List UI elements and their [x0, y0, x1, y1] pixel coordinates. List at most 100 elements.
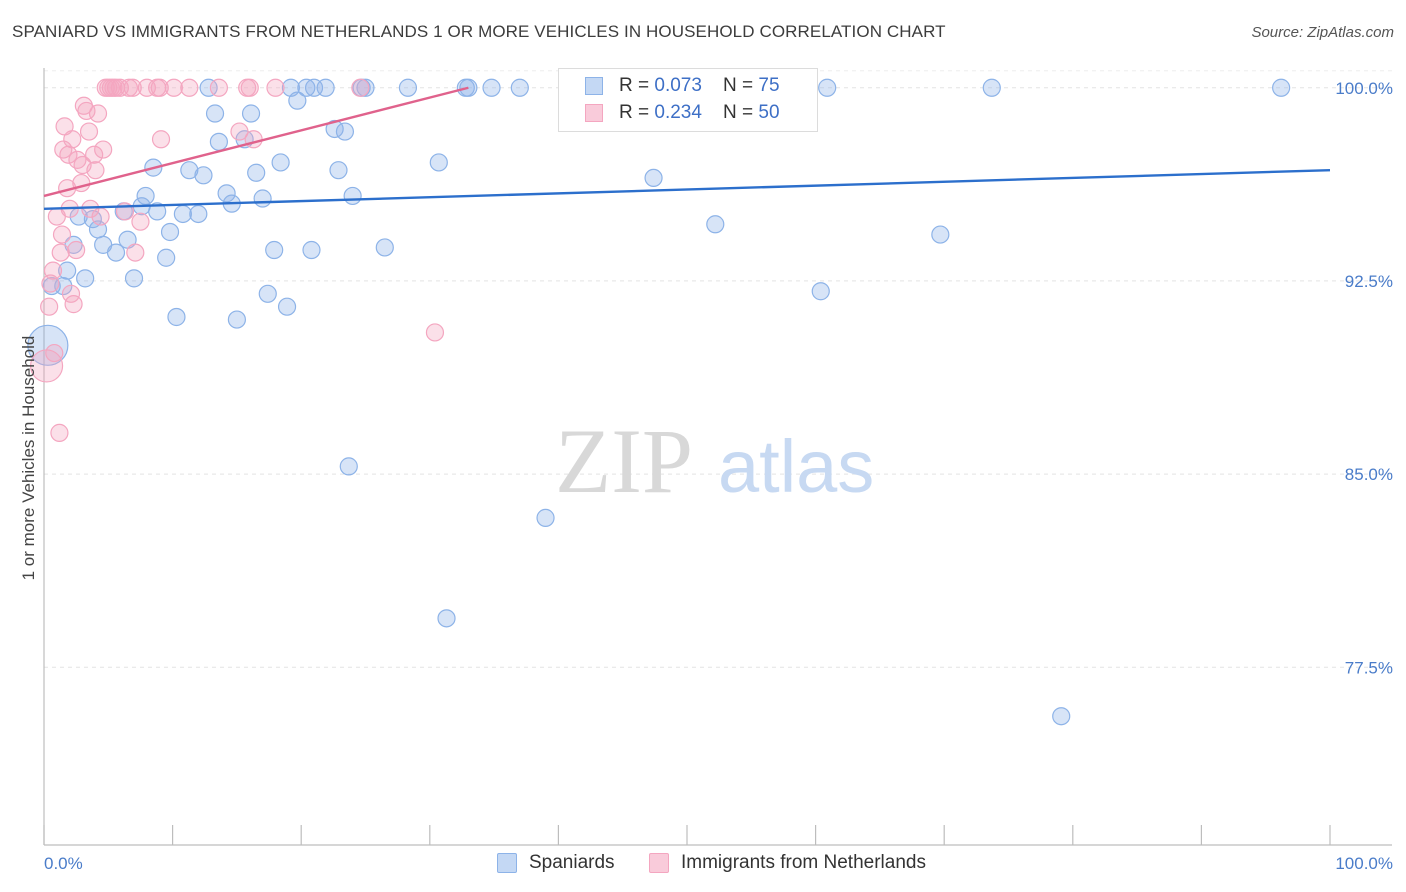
y-axis-label: 1 or more Vehicles in Household — [19, 336, 38, 581]
legend-r-value-spaniards: 0.073 — [654, 75, 702, 96]
netherlands-point — [126, 243, 145, 262]
watermark-zip: ZIP — [555, 410, 693, 512]
x-tick-label: 0.0% — [44, 854, 83, 873]
legend-swatch-spaniards — [585, 77, 603, 95]
labels-layer: 100.0% 92.5% 85.0% 77.5% 0.0% 100.0% 1 or more… — [19, 79, 1393, 873]
netherlands-point — [43, 261, 63, 280]
y-tick-label: 85.0% — [1345, 465, 1393, 484]
spaniards-point — [106, 243, 126, 262]
series-swatch-netherlands — [649, 853, 669, 873]
netherlands-point — [123, 78, 142, 97]
netherlands-point — [67, 240, 86, 260]
netherlands-point — [54, 140, 73, 159]
spaniards-point — [167, 307, 186, 327]
spaniards-point — [339, 457, 358, 476]
netherlands-point — [63, 130, 82, 149]
netherlands-point — [86, 161, 105, 180]
netherlands-point — [85, 145, 104, 164]
netherlands-point — [266, 78, 285, 97]
series-label-spaniards: Spaniards — [529, 852, 615, 873]
netherlands-point — [50, 423, 69, 442]
spaniards-point — [76, 269, 95, 288]
legend-n-value-spaniards: 75 — [758, 75, 780, 96]
netherlands-point — [77, 101, 96, 121]
spaniards-point — [136, 186, 155, 206]
netherlands-point — [119, 78, 138, 97]
spaniards-point — [325, 119, 344, 139]
netherlands-point — [91, 207, 110, 226]
netherlands-trend-line — [43, 86, 469, 198]
spaniards-point — [217, 184, 236, 203]
legend-n-label: N = — [723, 102, 759, 123]
spaniards-point — [1272, 78, 1291, 97]
spaniards-point — [429, 153, 448, 172]
spaniards-point — [199, 78, 218, 97]
netherlands-point — [51, 243, 70, 262]
spaniards-point — [644, 168, 663, 188]
spaniards-point — [277, 297, 297, 316]
spaniards-point — [157, 248, 176, 267]
legend-n-value-netherlands: 50 — [758, 102, 780, 123]
spaniards-point — [173, 204, 192, 224]
spaniards-point — [288, 91, 307, 110]
spaniards-point — [160, 222, 180, 242]
y-tick-label: 100.0% — [1335, 79, 1393, 98]
spaniards-point — [247, 163, 266, 182]
spaniards-point — [356, 78, 375, 97]
legend-swatch-netherlands — [585, 104, 603, 122]
spaniards-point — [265, 240, 284, 260]
netherlands-point — [61, 284, 81, 303]
legend-n-label: N = — [723, 75, 759, 96]
netherlands-point — [64, 295, 83, 314]
netherlands-point — [94, 140, 113, 159]
chart-title: SPANIARD VS IMMIGRANTS FROM NETHERLANDS … — [12, 22, 946, 41]
spaniards-point — [706, 215, 725, 234]
netherlands-point — [131, 212, 150, 231]
spaniards-point — [510, 78, 529, 97]
spaniards-point — [335, 122, 355, 141]
y-tick-label: 92.5% — [1345, 272, 1393, 291]
watermark-atlas: atlas — [718, 425, 874, 508]
spaniards-point — [343, 186, 362, 206]
x-tick-label: 100.0% — [1335, 854, 1393, 873]
spaniards-point — [209, 132, 228, 151]
spaniards-point — [180, 161, 199, 180]
netherlands-point — [230, 122, 249, 141]
netherlands-point — [151, 130, 171, 149]
series-legend: Spaniards Immigrants from Netherlands — [0, 852, 1406, 878]
spaniards-point — [482, 78, 501, 97]
spaniards-point — [297, 78, 316, 97]
grid-layer — [44, 70, 1392, 668]
axes-layer — [43, 68, 1392, 846]
spaniards-point — [227, 310, 246, 329]
legend-r-label: R = — [619, 75, 655, 96]
trend-layer — [43, 86, 1331, 211]
spaniards-point — [302, 240, 321, 260]
series-swatch-spaniards — [497, 853, 517, 873]
netherlands-point — [68, 150, 87, 169]
spaniards-point — [818, 78, 837, 97]
spaniards-point — [258, 284, 277, 303]
spaniards-point — [241, 104, 261, 123]
series-points-netherlands — [29, 78, 445, 442]
spaniards-point — [398, 78, 418, 97]
spaniards-point — [931, 225, 950, 244]
netherlands-point — [209, 78, 228, 97]
netherlands-point — [164, 78, 183, 97]
netherlands-point — [180, 78, 199, 97]
spaniards-point — [536, 508, 555, 527]
netherlands-point — [351, 78, 370, 97]
netherlands-point — [79, 122, 99, 141]
spaniards-point — [148, 202, 167, 221]
spaniards-point — [811, 282, 830, 301]
spaniards-trend-line — [43, 168, 1331, 211]
spaniards-point — [982, 78, 1001, 97]
spaniards-point — [375, 238, 394, 257]
watermark: ZIP atlas — [555, 410, 874, 512]
spaniards-point — [1052, 707, 1071, 726]
legend-r-value-netherlands: 0.234 — [654, 102, 702, 123]
spaniards-point — [316, 78, 335, 97]
netherlands-point — [150, 78, 169, 97]
spaniards-point — [437, 609, 456, 628]
